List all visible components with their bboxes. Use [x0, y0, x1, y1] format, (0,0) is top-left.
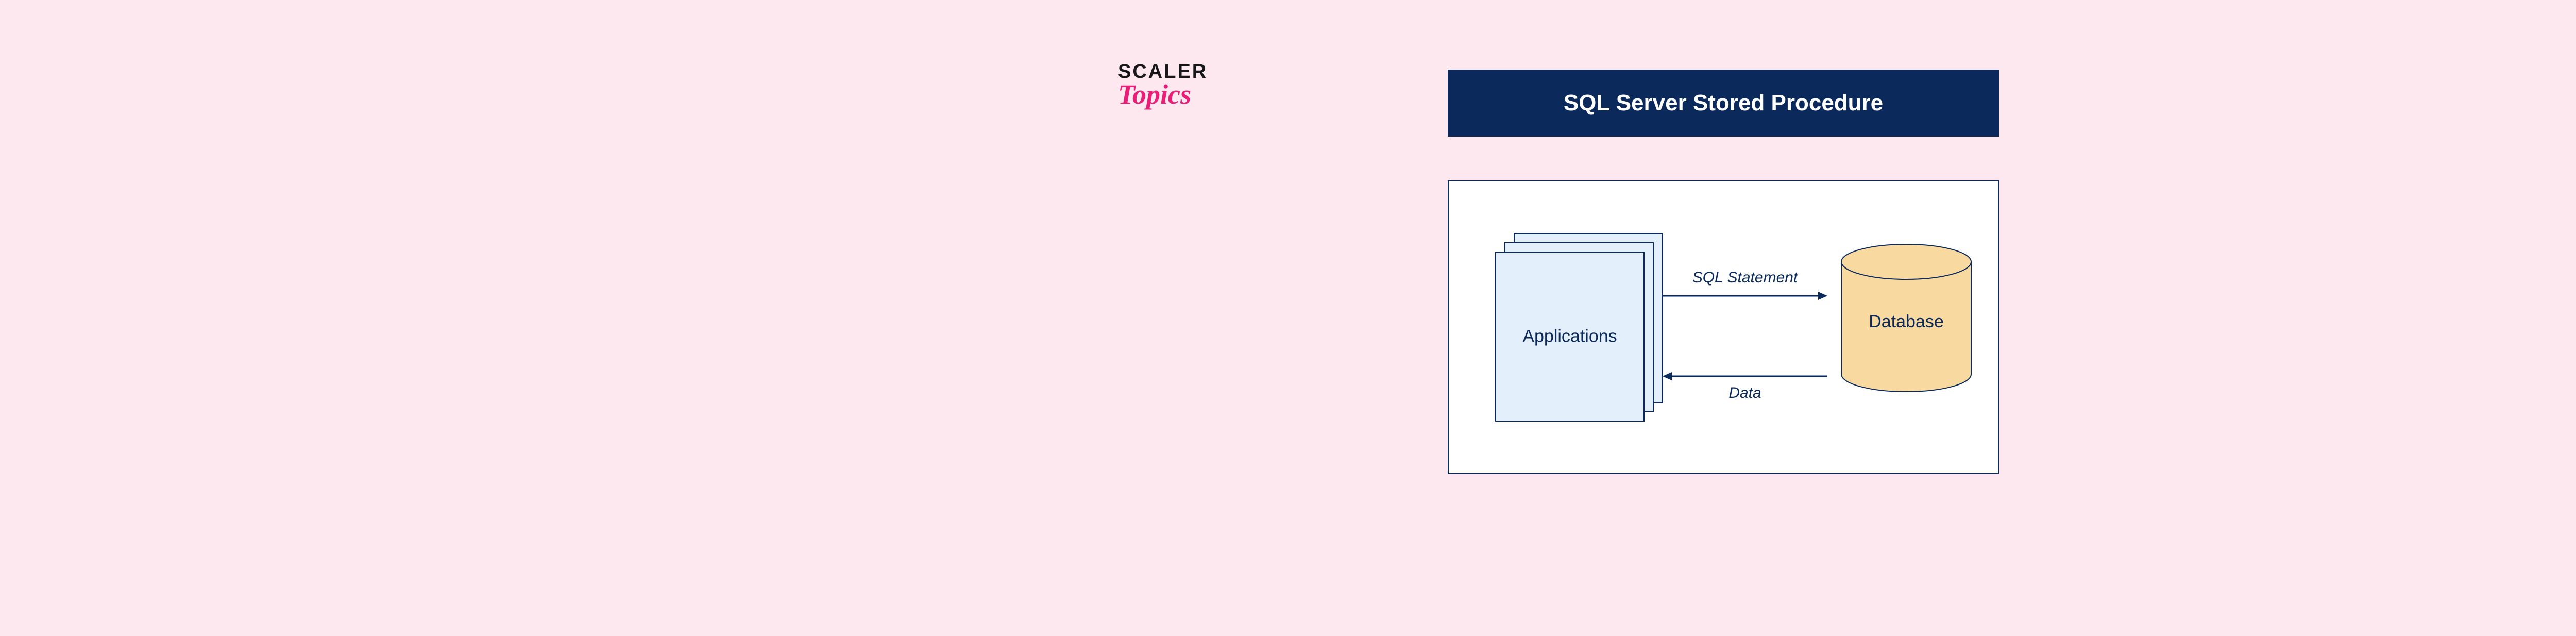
arrow-sql-statement: SQL Statement	[1663, 269, 1827, 310]
logo-bottom-text: Topics	[1118, 80, 1208, 108]
arrow-bottom-label: Data	[1663, 384, 1827, 402]
header-bar: SQL Server Stored Procedure	[1448, 70, 1999, 137]
arrow-data: Data	[1663, 362, 1827, 403]
applications-stack: Applications	[1495, 233, 1663, 422]
database-cylinder: Database	[1839, 243, 1973, 393]
header-title: SQL Server Stored Procedure	[1564, 90, 1883, 116]
arrow-left-icon	[1663, 370, 1827, 382]
app-card-front: Applications	[1495, 252, 1645, 422]
arrow-right-icon	[1663, 290, 1827, 302]
arrow-top-label: SQL Statement	[1663, 269, 1827, 287]
database-label: Database	[1839, 312, 1973, 332]
diagram-container: Applications Database SQL Statement Data	[1448, 180, 1999, 474]
canvas: SCALER Topics SQL Server Stored Procedur…	[0, 0, 2576, 636]
brand-logo: SCALER Topics	[1118, 62, 1208, 108]
applications-label: Applications	[1496, 327, 1643, 347]
